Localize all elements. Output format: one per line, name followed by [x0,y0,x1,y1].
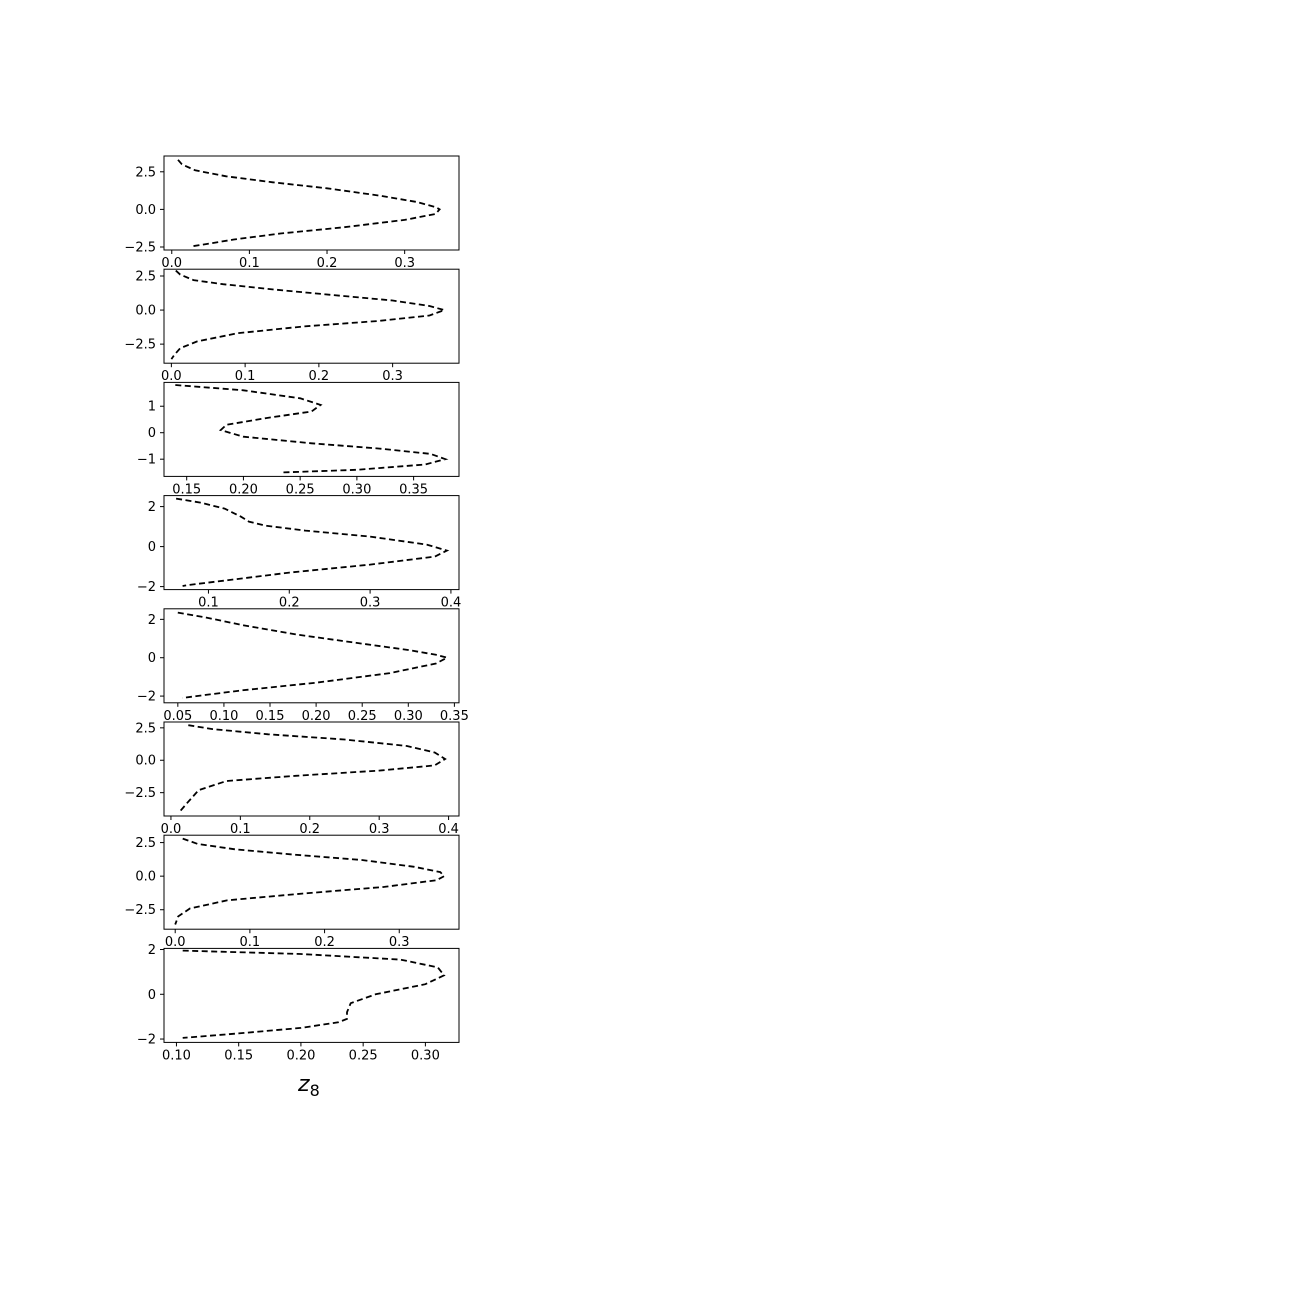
y-tick-label: −2 [137,690,156,705]
x-tick-label: 0.3 [389,935,410,950]
y-tick-label: 0.0 [135,754,156,769]
x-tick-label: 0.15 [172,482,201,497]
x-tick-label: 0.2 [309,369,330,384]
x-tick-label: 0.25 [348,709,377,724]
series-line [177,611,450,699]
series-line [174,837,446,925]
subplot-stack: 0.0 0.1 0.2 0.3−2.50.02.50.0 0.1 0.2 0.3−2.50.… [124,155,469,1063]
y-tick-label: −2.5 [124,903,156,918]
x-tick-label: 0.15 [256,709,285,724]
y-tick-label: −2 [137,1033,156,1048]
axes-frame [163,495,460,591]
axes-frame [163,155,460,251]
axes-frame [163,381,460,477]
subplot-2: 0.0 0.1 0.2 0.3 −2.5 0.0 2.5 [124,268,460,384]
x-tick-label: 0.0 [165,935,186,950]
x-tick-label: 0.4 [441,596,462,611]
x-tick-label: 0.3 [360,596,381,611]
y-tick-label: 0 [148,540,156,555]
y-tick-label: 0.0 [135,870,156,885]
y-tick-label: 2 [148,613,156,628]
x-tick-label: 0.10 [162,1048,191,1063]
axes-frame [163,608,460,704]
y-tick-label: 0.0 [135,304,156,319]
x-tick-label: 0.1 [240,935,261,950]
y-tick-label: 2 [148,943,156,958]
subplot-4: 0.1 0.2 0.3 0.4 −2 0 2 [137,495,462,611]
series-line [182,949,446,1039]
x-tick-label: 0.35 [440,709,469,724]
x-tick-label: 0.0 [161,369,182,384]
x-tick-label: 0.0 [161,822,182,837]
x-tick-label: 0.4 [438,822,459,837]
x-tick-label: 0.25 [286,482,315,497]
x-tick-label: 0.3 [369,822,390,837]
x-tick-label: 0.30 [411,1048,440,1063]
x-tick-label: 0.20 [302,709,331,724]
x-tick-label: 0.1 [230,822,251,837]
subplot-7: 0.0 0.1 0.2 0.3 −2.5 0.0 2.5 [124,834,460,950]
x-tick-label: 0.20 [229,482,258,497]
x-tick-label: 0.25 [349,1048,378,1063]
y-tick-label: 0 [148,651,156,666]
x-tick-label: 0.15 [224,1048,253,1063]
y-tick-label: −2.5 [124,786,156,801]
x-tick-label: 0.30 [342,482,371,497]
x-tick-label: 0.2 [317,256,338,271]
axes-frame [163,834,460,930]
axes-frame [163,721,460,817]
y-tick-label: 2.5 [135,721,156,736]
y-tick-label: 2.5 [135,836,156,851]
x-tick-label: 0.3 [394,256,415,271]
subplot-8: 0.10 0.15 0.20 0.25 0.30 −2 0 2 [137,943,460,1063]
subplot-5: 0.05 0.10 0.15 0.20 0.25 0.30 0.35 −2 0 2 [137,608,469,724]
y-tick-label: 2.5 [135,270,156,285]
y-tick-label: 1 [148,400,156,415]
series-line [177,159,441,248]
x-tick-label: 0.2 [299,822,320,837]
subplot-6: 0.0 0.1 0.2 0.3 0.4 −2.5 0.0 2.5 [124,721,460,837]
y-tick-label: −1 [137,453,156,468]
y-tick-label: 2 [148,500,156,515]
y-tick-label: 0.0 [135,203,156,218]
x-tick-label: 0.3 [382,369,403,384]
subplot-3: 0.15 0.20 0.25 0.30 0.35 −1 0 1 [137,381,460,497]
y-tick-label: 2.5 [135,165,156,180]
x-tick-label: 0.1 [239,256,260,271]
x-tick-label: 0.30 [394,709,423,724]
axes-frame [163,947,460,1043]
x-tick-label: 0.35 [399,482,428,497]
series-line [178,724,447,813]
series-line [175,497,450,587]
y-tick-label: 0 [148,426,156,441]
y-tick-label: −2.5 [124,338,156,353]
x-tick-label: 0.20 [286,1048,315,1063]
y-tick-label: 0 [148,988,156,1003]
x-tick-label: 0.05 [163,709,192,724]
y-tick-label: −2 [137,580,156,595]
axes-frame [163,268,460,364]
y-tick-label: −2.5 [124,240,156,255]
x-tick-label: 0.2 [314,935,335,950]
subplot-1: 0.0 0.1 0.2 0.3 −2.5 0.0 2.5 [124,155,460,271]
x-axis-label-subscript: 8 [310,1081,320,1100]
x-tick-label: 0.1 [198,596,219,611]
x-tick-label: 0.10 [209,709,238,724]
x-axis-label-base: z [297,1072,310,1097]
series-line [175,384,449,474]
x-tick-label: 0.0 [161,256,182,271]
x-tick-label: 0.2 [279,596,300,611]
x-tick-label: 0.1 [235,369,256,384]
series-line [170,269,448,360]
x-axis-label: z8 [297,1072,320,1100]
